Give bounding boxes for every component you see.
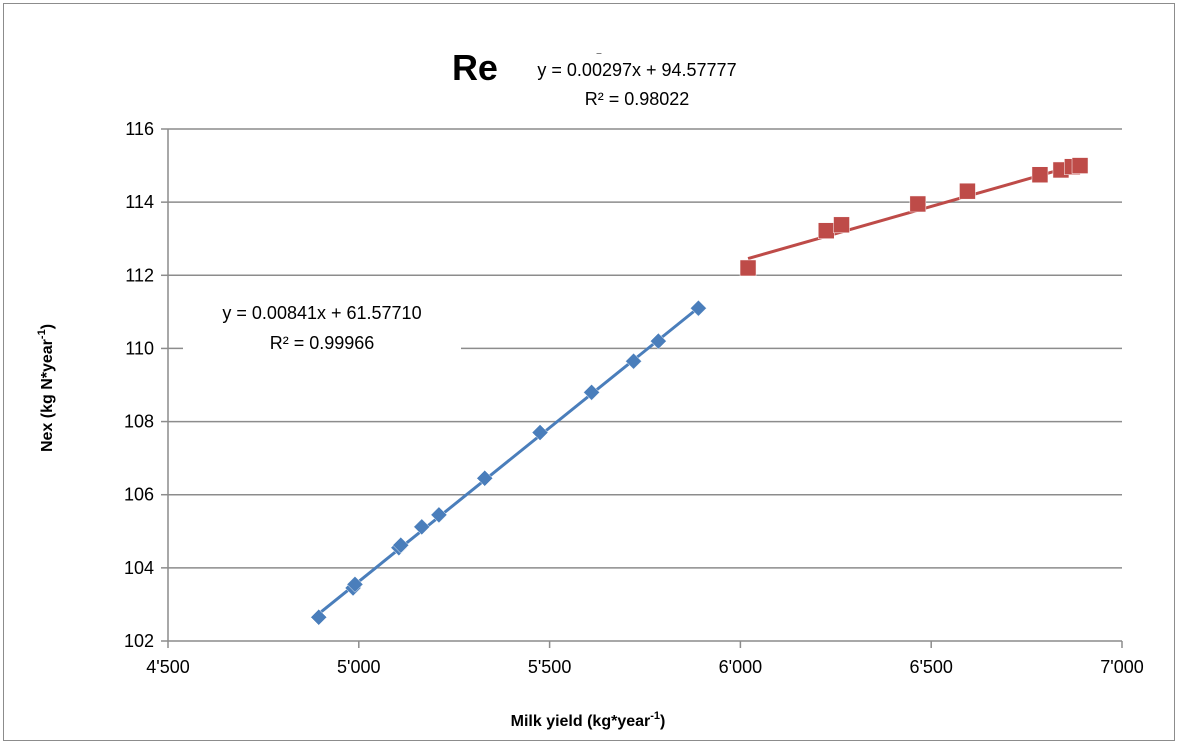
point-s0-11 [650, 332, 667, 350]
point-s1-3 [909, 195, 927, 213]
y-tick-label-2: 106 [124, 485, 154, 505]
y-tick-label-7: 116 [125, 119, 154, 139]
x-tick-label-2: 5'500 [528, 657, 571, 677]
y-tick-label-3: 108 [124, 412, 154, 432]
point-s0-10 [625, 352, 642, 370]
trendline-r2-1: R² = 0.98022 [585, 89, 690, 109]
y-axis-title: Nex (kg N*year-1) [36, 324, 56, 452]
point-s1-2 [833, 216, 850, 234]
trendline-annotations: y = 0.00841x + 61.57710 R² = 0.99966 y = 0… [183, 54, 777, 359]
x-tick-label-4: 6'500 [909, 657, 952, 677]
y-tick-label-5: 112 [125, 265, 154, 285]
point-s0-4 [392, 536, 410, 554]
y-tick-label-6: 114 [125, 192, 154, 212]
point-s0-0 [310, 608, 328, 626]
x-tick-label-1: 5'000 [337, 657, 380, 677]
point-s0-2 [346, 575, 364, 593]
y-tick-label-1: 104 [124, 558, 154, 578]
point-s1-4 [959, 182, 976, 200]
x-axis-title: Milk yield (kg*year-1) [511, 710, 666, 730]
x-tick-label-5: 7'000 [1100, 657, 1143, 677]
trendline-equation-0: y = 0.00841x + 61.57710 [222, 303, 421, 323]
point-s0-8 [531, 424, 549, 441]
x-tick-labels: 4'500 5'000 5'500 6'000 6'500 7'000 [146, 657, 1143, 677]
point-s1-8 [1071, 157, 1089, 174]
chart-frame: Regression Nex 4'5005'0005'5006'0006'500… [3, 3, 1175, 741]
trendlines [317, 162, 1081, 615]
point-s0-12 [690, 299, 707, 317]
y-tick-label-4: 110 [125, 338, 154, 358]
point-s0-9 [583, 383, 600, 401]
data-points [310, 157, 1089, 626]
point-s1-5 [1031, 166, 1049, 183]
point-s1-0 [739, 259, 757, 277]
point-s0-7 [476, 469, 494, 487]
trendline-equation-1: y = 0.00297x + 94.57777 [537, 60, 736, 80]
axes [161, 128, 1123, 648]
annotation-bg-0 [183, 297, 461, 359]
point-s0-6 [430, 506, 448, 524]
trendline-r2-0: R² = 0.99966 [270, 333, 375, 353]
x-tick-label-0: 4'500 [146, 657, 189, 677]
point-s1-1 [818, 222, 835, 239]
y-tick-label-0: 102 [124, 631, 154, 651]
y-tick-labels: 102 104 106 108 110 112 114 116 [124, 119, 154, 651]
chart-svg: Regression Nex 4'5005'0005'5006'0006'500… [36, 47, 1144, 730]
x-tick-label-3: 6'000 [719, 657, 762, 677]
annotation-bg-1 [497, 54, 777, 115]
point-s0-5 [413, 518, 431, 536]
